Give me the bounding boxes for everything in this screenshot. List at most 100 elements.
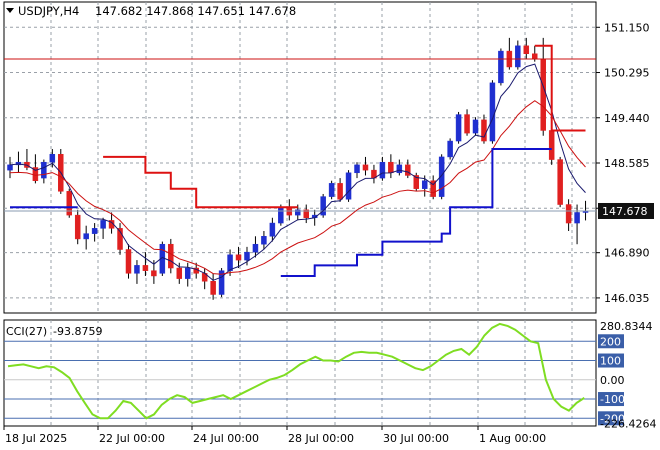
trailing-stop-up xyxy=(280,148,552,277)
candle xyxy=(117,223,123,255)
candle xyxy=(184,262,191,287)
candle xyxy=(405,159,411,179)
candle xyxy=(303,204,309,224)
cci-value: -93.8759 xyxy=(53,325,102,338)
cci-level-tag xyxy=(598,334,624,349)
candle-body xyxy=(168,243,174,269)
cci-min-label: -226.4264 xyxy=(600,417,656,430)
candle-body xyxy=(464,114,470,134)
candle-body xyxy=(49,154,56,163)
candle xyxy=(489,80,496,144)
time-tick-label: 22 Jul 00:00 xyxy=(99,432,165,445)
cci-series xyxy=(7,322,585,420)
price-axis: 151.150150.295149.440148.585147.730146.8… xyxy=(596,21,654,305)
candle-body xyxy=(405,164,411,176)
candle-body xyxy=(151,270,157,277)
candle xyxy=(74,209,81,245)
cci-frame xyxy=(3,319,597,427)
dropdown-triangle-icon[interactable] xyxy=(6,8,14,13)
candle-body xyxy=(278,206,284,224)
candle xyxy=(286,199,293,221)
price-tick-label: 151.150 xyxy=(604,21,650,34)
candle-body xyxy=(142,265,149,271)
candle-body xyxy=(455,114,462,142)
candle-body xyxy=(396,164,403,174)
candle-body xyxy=(74,214,81,240)
candle xyxy=(438,154,445,200)
candle-body xyxy=(303,209,309,219)
candle-body xyxy=(210,281,216,295)
candle xyxy=(328,180,335,200)
candle xyxy=(49,148,56,168)
cci-label: CCI(27) xyxy=(6,325,47,338)
cci-level-tag xyxy=(598,392,624,407)
candle xyxy=(83,225,89,250)
candle xyxy=(201,268,208,290)
candle xyxy=(91,223,98,242)
candle-body xyxy=(125,249,132,274)
candle xyxy=(210,273,216,300)
price-tick-label: 146.890 xyxy=(604,247,650,260)
candle xyxy=(371,164,377,184)
price-tick-label: 146.035 xyxy=(604,292,650,305)
price-tick-label: 148.585 xyxy=(604,157,650,170)
main-grid xyxy=(3,1,597,314)
candle-body xyxy=(261,236,267,245)
candle xyxy=(430,175,436,200)
cci-level-label: 200 xyxy=(600,335,621,348)
time-tick-label: 1 Aug 00:00 xyxy=(479,432,546,445)
candle xyxy=(455,111,462,144)
candle xyxy=(252,236,259,258)
candle-body xyxy=(557,159,563,205)
price-tick-label: 150.295 xyxy=(604,67,650,80)
candle xyxy=(235,246,242,269)
candle-body xyxy=(337,183,343,200)
candle xyxy=(134,260,140,284)
candle-body xyxy=(41,161,47,179)
candle xyxy=(7,156,13,179)
cci-level-label: -100 xyxy=(600,393,625,406)
candle xyxy=(66,188,72,218)
candle-body xyxy=(184,267,191,279)
candle-body xyxy=(269,222,276,237)
candle-body xyxy=(117,228,123,250)
candle-body xyxy=(388,161,394,174)
candle xyxy=(100,217,106,239)
candle xyxy=(481,114,487,144)
current-price-label: 147.678 xyxy=(602,205,648,218)
candle xyxy=(548,127,555,165)
candle-body xyxy=(447,140,453,158)
candle-body xyxy=(532,53,538,60)
candle xyxy=(447,138,453,160)
candle-body xyxy=(235,254,242,261)
candle-body xyxy=(66,191,72,216)
candle xyxy=(227,249,233,276)
current-price-tag xyxy=(598,202,654,219)
candle-body xyxy=(574,212,580,224)
candle xyxy=(464,109,470,136)
candle xyxy=(15,151,22,173)
time-axis: 18 Jul 2025 22 Jul 00:00 24 Jul 00:00 28 Ju… xyxy=(3,426,546,445)
candle-body xyxy=(430,180,436,197)
candle-body xyxy=(295,209,301,216)
time-tick-label: 28 Jul 00:00 xyxy=(288,432,354,445)
cci-max-label: 280.8344 xyxy=(600,320,653,333)
candle xyxy=(388,154,394,179)
trailing-stop-down xyxy=(103,155,298,209)
candle-body xyxy=(523,45,530,54)
cci-level-label: -200 xyxy=(600,412,625,425)
price-tick-label: 149.440 xyxy=(604,112,650,125)
candle xyxy=(413,172,420,192)
candle-body xyxy=(362,164,369,171)
candle-body xyxy=(345,172,352,200)
candle xyxy=(362,156,369,176)
candle-body xyxy=(498,50,504,84)
candle xyxy=(354,162,360,179)
candle-body xyxy=(421,180,428,189)
candle xyxy=(565,199,572,231)
candle-body xyxy=(438,156,445,197)
candle-body xyxy=(83,233,89,240)
fast-ma-line xyxy=(9,63,586,281)
candle-body xyxy=(548,130,555,160)
